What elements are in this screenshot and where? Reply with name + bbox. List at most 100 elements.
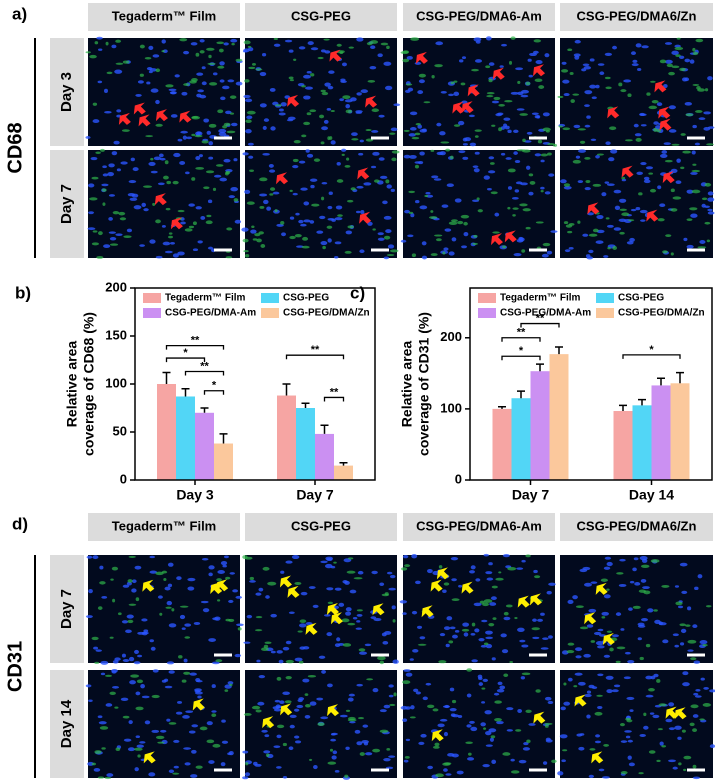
nucleus [620,740,628,743]
stain [573,685,578,688]
stain [432,745,440,749]
nucleus [382,200,388,205]
stain [242,555,248,560]
nucleus [691,150,696,155]
stain [400,51,409,55]
stain [542,127,551,132]
arrow [118,112,131,125]
x-tick-label: Day 14 [629,487,674,503]
stain [183,671,191,675]
nucleus [589,58,595,62]
nucleus [692,714,699,718]
nucleus [278,112,286,116]
nucleus [259,71,267,77]
micrograph [400,668,557,779]
nucleus [148,70,153,74]
stain [592,183,602,187]
stain [685,624,691,627]
nucleus [409,127,417,131]
nucleus [488,170,496,174]
nucleus [699,640,708,645]
nucleus [259,103,267,108]
nucleus [164,586,171,591]
column-header: CSG-PEG/DMA6-Am [416,8,542,23]
nucleus [100,660,109,665]
nucleus [385,85,393,91]
significance-label: ** [311,344,320,356]
stain [503,611,509,616]
arrow [142,579,155,592]
nucleus [379,709,387,713]
nucleus [641,45,649,49]
stain [430,210,434,213]
stain [653,127,658,132]
nucleus [406,55,413,60]
stain [329,748,334,752]
stain [384,592,389,596]
nucleus [583,653,591,658]
nucleus [656,102,663,106]
nucleus [276,734,282,739]
nucleus [559,734,568,739]
stain [333,561,337,564]
nucleus [177,251,185,256]
nucleus [326,632,333,637]
nucleus [356,620,361,623]
arrow [143,751,156,764]
nucleus [657,185,662,190]
significance-label: ** [330,386,339,398]
nucleus [488,156,495,160]
stain [151,694,160,699]
nucleus [164,685,173,689]
stain [661,584,670,588]
nucleus [349,589,357,594]
nucleus [134,649,139,654]
nucleus [350,97,357,102]
nucleus [120,161,128,165]
nucleus [629,237,635,242]
nucleus [700,677,705,681]
nucleus [169,241,175,245]
nucleus [674,644,679,648]
nucleus [472,165,479,168]
nucleus [129,680,136,685]
stain [680,166,685,170]
nucleus [659,153,668,158]
stain [402,58,410,63]
nucleus [160,729,167,733]
nucleus [208,141,214,146]
stain [289,189,293,192]
nucleus [418,741,425,746]
nucleus [212,661,220,665]
nucleus [588,608,597,613]
nucleus [373,617,382,622]
stain [329,136,333,140]
nucleus [88,183,95,188]
stain [207,62,216,65]
nucleus [199,94,207,99]
nucleus [390,188,395,192]
nucleus [597,628,604,632]
nucleus [526,131,533,135]
nucleus [339,98,344,102]
nucleus [542,761,548,765]
legend-swatch [478,293,496,303]
stain [528,173,534,177]
nucleus [286,118,294,122]
stain [385,179,390,184]
stain [299,619,307,624]
arrow [287,94,300,107]
nucleus [415,200,420,204]
nucleus [111,668,118,673]
nucleus [507,129,512,134]
nucleus [199,39,205,43]
nucleus [409,658,414,661]
stain [183,83,190,86]
stain [347,225,354,229]
stain [577,220,581,224]
arrow [674,707,687,720]
nucleus [653,121,659,125]
stain [237,627,242,631]
nucleus [542,112,550,117]
nucleus [451,237,457,242]
